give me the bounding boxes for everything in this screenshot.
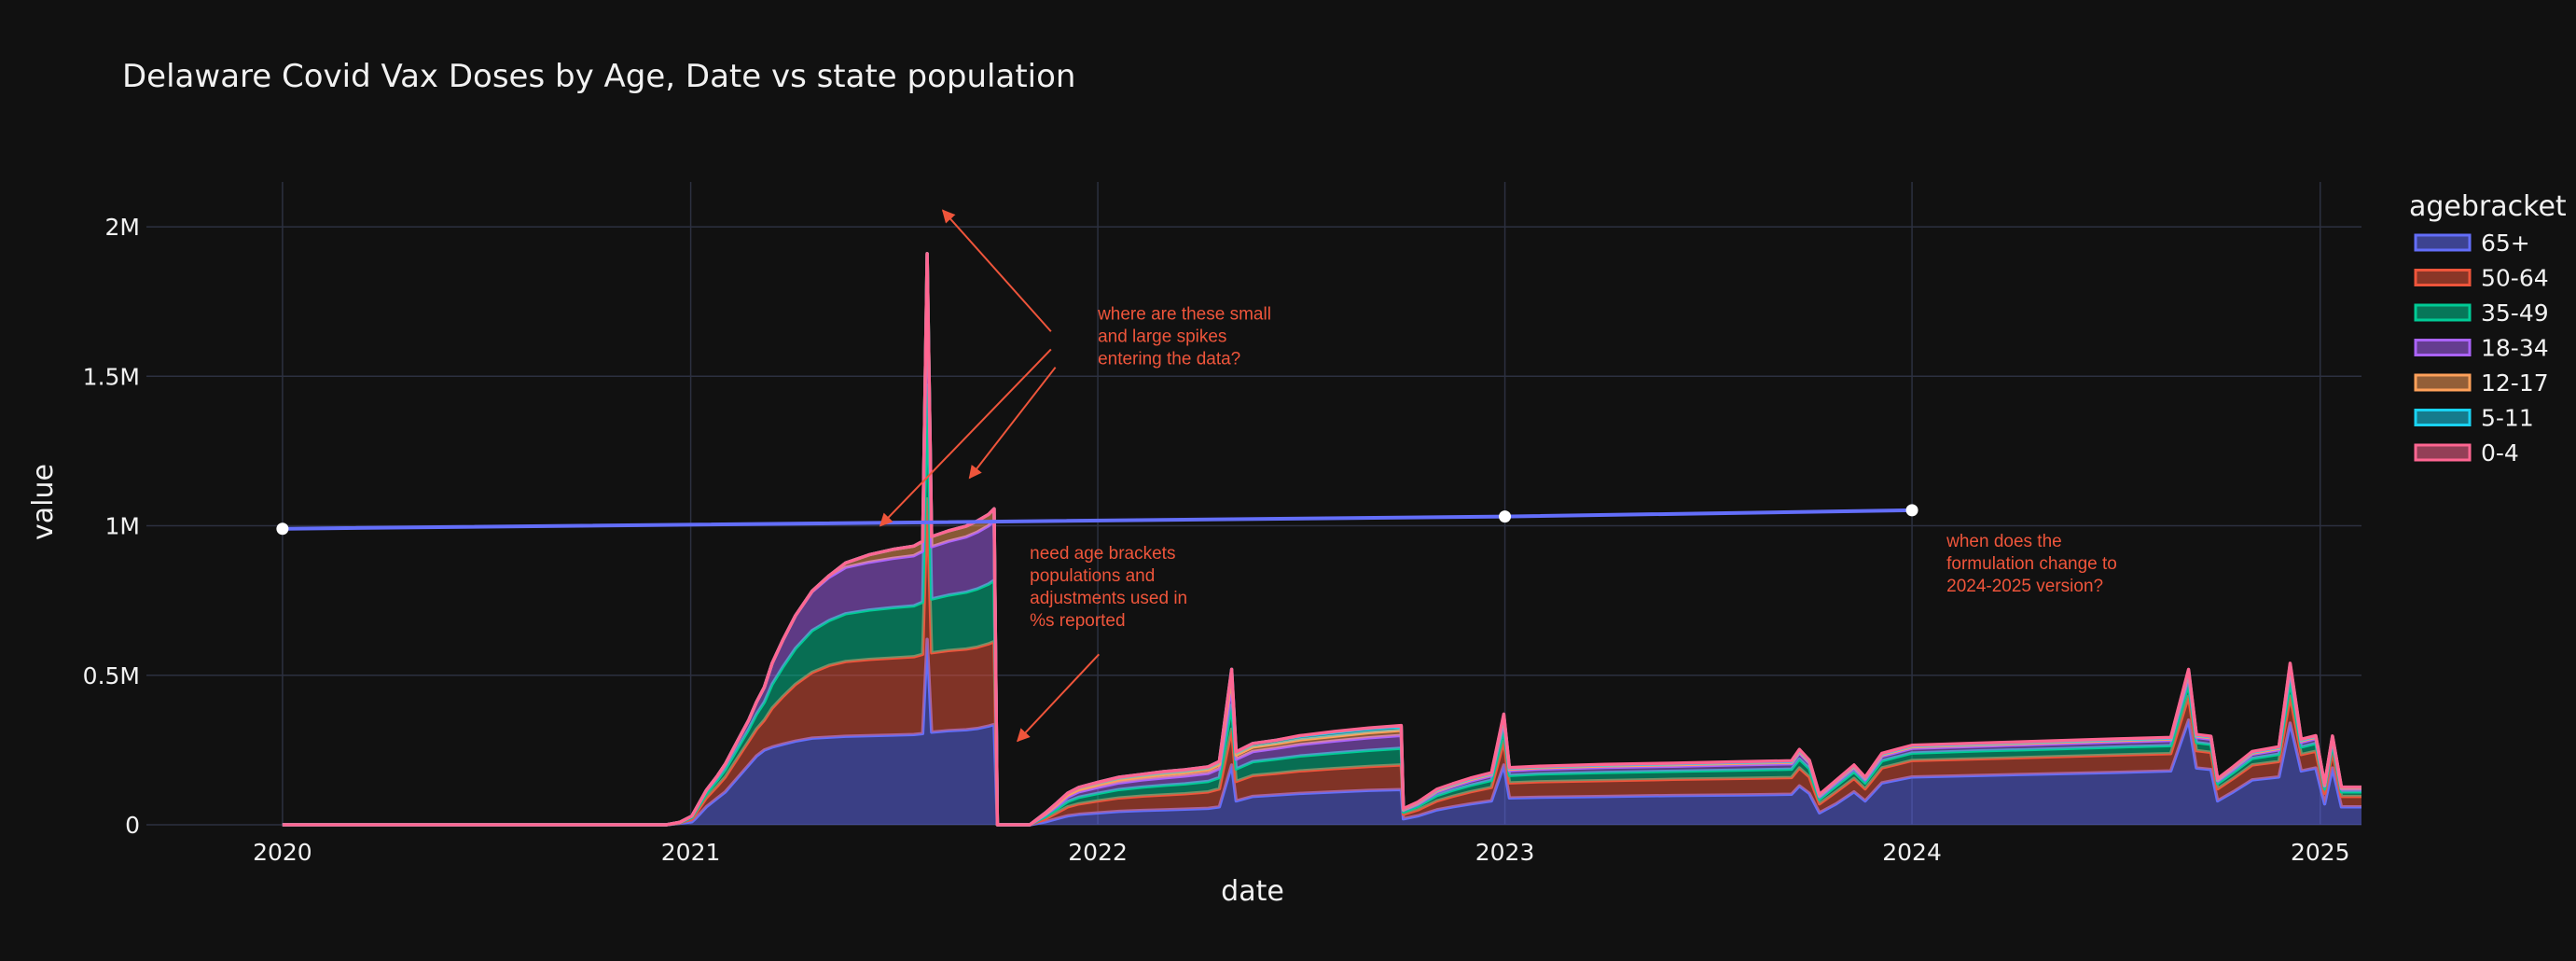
population-point [1905,504,1918,517]
chart-title: Delaware Covid Vax Doses by Age, Date vs… [122,58,1075,95]
legend-swatch-0-4 [2414,443,2472,462]
legend-label-50-64: 50-64 [2481,265,2549,292]
area-65+ [282,639,2362,825]
annotation-line: formulation change to [1946,554,2117,574]
annotation-line: adjustments used in [1030,589,1187,608]
series-areas [282,252,2362,827]
population-point [1499,510,1512,523]
x-tick-label: 2021 [661,839,721,866]
legend-swatch-35-49 [2414,303,2472,322]
annotation-line: when does the [1946,532,2062,551]
legend-title: agebracket [2409,190,2567,223]
x-axis-title: date [1221,875,1284,908]
legend-label-5-11: 5-11 [2481,405,2534,432]
grid [146,182,2361,826]
x-tick-label: 2020 [253,839,312,866]
annotation-arrow [1017,653,1101,743]
legend-swatch-12-17 [2414,373,2472,392]
x-ticks: 2020 2021 2022 2023 2024 2025 [253,839,2349,866]
legend-swatch-5-11 [2414,409,2472,426]
y-tick-label: 0 [125,812,140,839]
annotation-text: when does the formulation change to 2024-2… [1946,532,2117,596]
annotation-text: where are these small and large spikes ent… [1097,304,1271,369]
x-tick-label: 2025 [2291,839,2350,866]
legend-label-0-4: 0-4 [2481,439,2519,467]
y-axis-title: value [27,464,60,540]
annotation-line: entering the data? [1098,349,1240,369]
legend-label-18-34: 18-34 [2481,335,2549,362]
annotation-line: where are these small [1097,304,1271,324]
annotation-line: %s reported [1030,611,1125,631]
y-tick-label: 0.5M [83,662,140,689]
legend-swatch-18-34 [2414,339,2472,356]
legend-label-65+: 65+ [2481,230,2530,257]
legend-swatch-50-64 [2414,269,2472,286]
legend-label-35-49: 35-49 [2481,299,2549,327]
annotation-line: need age brackets [1030,544,1175,564]
y-tick-label: 1M [105,513,140,540]
annotation-text: need age brackets populations and adjustme… [1030,544,1187,631]
y-ticks: 0 0.5M 1M 1.5M 2M [83,214,140,839]
legend-label-12-17: 12-17 [2481,369,2549,397]
legend: agebracket 65+ 50-64 35-49 18-34 12-17 5-11 0-… [2409,190,2567,467]
annotations: where are these small and large spikes ent… [879,209,2117,743]
annotation-arrow [968,367,1057,480]
annotation-line: 2024-2025 version? [1946,577,2103,596]
y-tick-label: 2M [105,214,140,241]
population-point [276,522,289,536]
line-0-4 [282,252,2361,827]
population-line [276,504,1918,536]
x-tick-label: 2023 [1475,839,1535,866]
legend-swatch-65+ [2414,233,2472,252]
annotation-arrow [941,209,1052,332]
annotation-line: populations and [1030,566,1155,586]
x-tick-label: 2022 [1068,839,1128,866]
annotation-arrow [879,348,1052,527]
y-tick-label: 1.5M [83,363,140,390]
x-tick-label: 2024 [1882,839,1942,866]
annotation-line: and large spikes [1098,327,1226,346]
